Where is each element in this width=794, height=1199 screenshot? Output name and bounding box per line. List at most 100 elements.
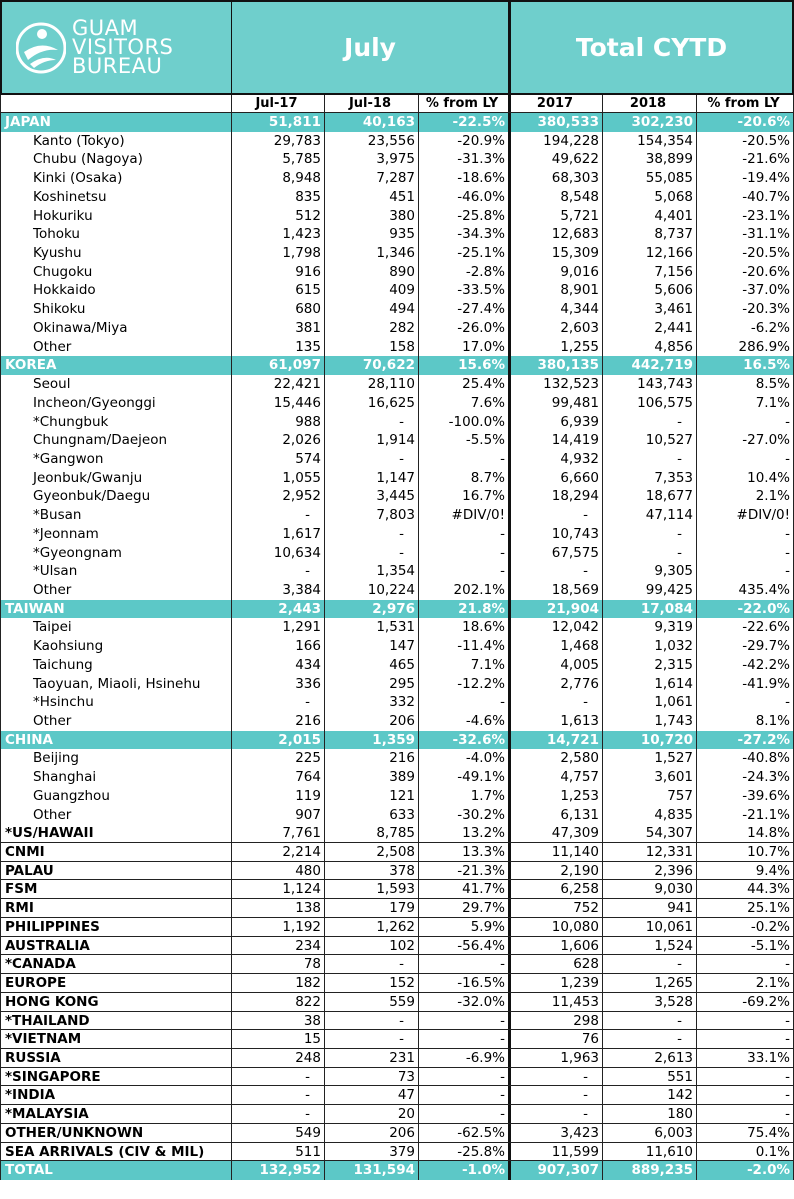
cell: 1,147: [325, 468, 419, 488]
cell: -: [232, 562, 325, 581]
cell: 11,140: [511, 843, 603, 861]
cell: -: [419, 1067, 511, 1086]
cell: 10,080: [511, 917, 603, 936]
cell: -24.3%: [697, 768, 794, 787]
cell: 16.5%: [697, 356, 794, 376]
subregion-row: Incheon/Gyeonggi 15,446 16,625 7.6% 99,481 10…: [0, 393, 794, 413]
cell: 15,446: [232, 393, 325, 413]
region-row: KOREA 61,097 70,622 15.6% 380,135 442,719 16.5…: [0, 356, 794, 376]
cell: 11,610: [603, 1142, 697, 1161]
subregion-row: Shikoku 680 494 -27.4% 4,344 3,461 -20.3%: [0, 300, 794, 319]
cell: -: [697, 1067, 794, 1086]
cell: 119: [232, 786, 325, 806]
row-label: Kyushu: [0, 244, 232, 263]
cell: 8.7%: [419, 468, 511, 488]
cell: 907: [232, 805, 325, 825]
cell: -: [697, 955, 794, 974]
cell: 4,401: [603, 206, 697, 226]
cell: 574: [232, 449, 325, 469]
market-row: RUSSIA 248 231 -6.9% 1,963 2,613 33.1%: [0, 1048, 794, 1068]
column-header-row: Jul-17 Jul-18% from LY 2017 2018% from LY: [0, 95, 794, 113]
cell: 12,042: [511, 618, 603, 638]
cell: 4,835: [603, 805, 697, 825]
cell: -32.0%: [419, 992, 511, 1011]
row-label: *US/HAWAII: [0, 824, 232, 843]
column-header: Jul-18: [325, 95, 419, 112]
cell: -29.7%: [697, 637, 794, 656]
cell: -20.9%: [419, 131, 511, 151]
cell: -: [697, 524, 794, 544]
cell: 15.6%: [419, 356, 511, 376]
cell: 465: [325, 655, 419, 675]
subregion-row: Other 907 633 -30.2% 6,131 4,835 -21.1%: [0, 805, 794, 825]
cell: 4,344: [511, 300, 603, 319]
cell: 2,580: [511, 749, 603, 769]
cell: -: [419, 449, 511, 469]
cell: -: [419, 1011, 511, 1030]
cell: 99,425: [603, 580, 697, 600]
cell: 14.8%: [697, 824, 794, 843]
cell: 2,603: [511, 318, 603, 338]
cell: -: [697, 449, 794, 469]
region-row: JAPAN 51,811 40,163 -22.5% 380,533 302,230 -20…: [0, 113, 794, 132]
row-label: RUSSIA: [0, 1048, 232, 1067]
row-label: Chungnam/Daejeon: [0, 431, 232, 450]
row-label: Kanto (Tokyo): [0, 131, 232, 151]
cell: 18.6%: [419, 618, 511, 638]
cell: 2,396: [603, 861, 697, 880]
cell: 2,952: [232, 487, 325, 507]
market-row: RMI 138 179 29.7% 752 941 25.1%: [0, 899, 794, 918]
cell: 2,190: [511, 861, 603, 880]
cell: 1,192: [232, 917, 325, 936]
cell: -6.2%: [697, 318, 794, 338]
row-label: Chugoku: [0, 262, 232, 282]
cell: 2,776: [511, 674, 603, 694]
logo-icon: [16, 22, 66, 73]
cell: -27.2%: [697, 730, 794, 750]
cell: 2,026: [232, 431, 325, 450]
column-header: 2018: [603, 95, 697, 112]
cell: -: [697, 543, 794, 563]
cell: 182: [232, 974, 325, 992]
cell: 15,309: [511, 244, 603, 263]
cell: 14,721: [511, 730, 603, 750]
cell: 680: [232, 300, 325, 319]
cell: 11,453: [511, 992, 603, 1011]
cell: 47,309: [511, 824, 603, 843]
cell: -2.8%: [419, 262, 511, 282]
subregion-row: Taichung 434 465 7.1% 4,005 2,315 -42.2%: [0, 655, 794, 675]
cell: -: [697, 693, 794, 712]
cell: 180: [603, 1105, 697, 1123]
row-label: Kinki (Osaka): [0, 169, 232, 188]
cell: 142: [603, 1086, 697, 1105]
cell: 138: [232, 899, 325, 917]
cell: 1,124: [232, 880, 325, 899]
cell: 1,527: [603, 749, 697, 769]
cell: -20.5%: [697, 244, 794, 263]
cell: -: [419, 1030, 511, 1048]
cell: -30.2%: [419, 805, 511, 825]
cell: 47: [325, 1086, 419, 1105]
logo-text: BUREAU: [72, 54, 163, 78]
cell: -1.0%: [419, 1161, 511, 1180]
cell: 1,262: [325, 917, 419, 936]
cell: 6,131: [511, 805, 603, 825]
cell: 166: [232, 637, 325, 656]
column-header: % from LY: [419, 95, 511, 112]
cell: 5,068: [603, 187, 697, 207]
market-row: EUROPE 182 152 -16.5% 1,239 1,265 2.1%: [0, 974, 794, 993]
row-label: SEA ARRIVALS (CIV & MIL): [0, 1142, 232, 1161]
cell: 1,239: [511, 974, 603, 992]
cell: #DIV/0!: [419, 506, 511, 525]
cell: 4,856: [603, 337, 697, 357]
cell: -0.2%: [697, 917, 794, 936]
row-label: Kaohsiung: [0, 637, 232, 656]
cell: 8.5%: [697, 375, 794, 394]
cell: 435.4%: [697, 580, 794, 600]
cell: -: [419, 543, 511, 563]
row-label: Jeonbuk/Gwanju: [0, 468, 232, 488]
cell: 21,904: [511, 599, 603, 619]
subregion-row: *Gangwon 574- -4,932- -: [0, 449, 794, 469]
cell: 8.1%: [697, 712, 794, 731]
cell: -39.6%: [697, 786, 794, 806]
